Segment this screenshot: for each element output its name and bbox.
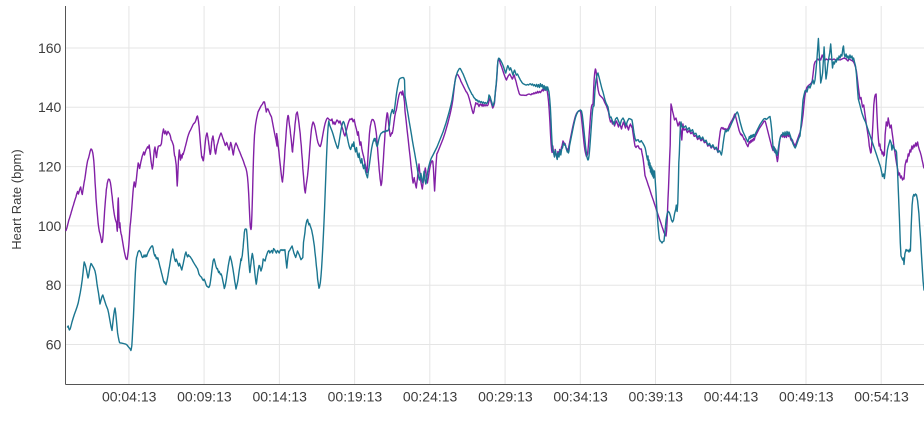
svg-text:00:04:13: 00:04:13	[102, 389, 157, 405]
svg-text:160: 160	[38, 40, 62, 56]
svg-text:00:14:13: 00:14:13	[252, 389, 307, 405]
svg-text:60: 60	[46, 336, 62, 352]
svg-text:00:24:13: 00:24:13	[403, 389, 458, 405]
svg-text:00:19:13: 00:19:13	[328, 389, 383, 405]
svg-text:80: 80	[46, 277, 62, 293]
svg-text:100: 100	[38, 218, 62, 234]
svg-text:00:34:13: 00:34:13	[553, 389, 608, 405]
svg-text:120: 120	[38, 159, 62, 175]
svg-text:00:29:13: 00:29:13	[478, 389, 533, 405]
svg-text:00:44:13: 00:44:13	[704, 389, 759, 405]
svg-text:00:49:13: 00:49:13	[779, 389, 834, 405]
svg-text:00:09:13: 00:09:13	[177, 389, 232, 405]
svg-text:00:54:13: 00:54:13	[854, 389, 909, 405]
svg-text:Heart Rate (bpm): Heart Rate (bpm)	[9, 149, 24, 249]
svg-text:00:39:13: 00:39:13	[629, 389, 684, 405]
svg-text:140: 140	[38, 99, 62, 115]
